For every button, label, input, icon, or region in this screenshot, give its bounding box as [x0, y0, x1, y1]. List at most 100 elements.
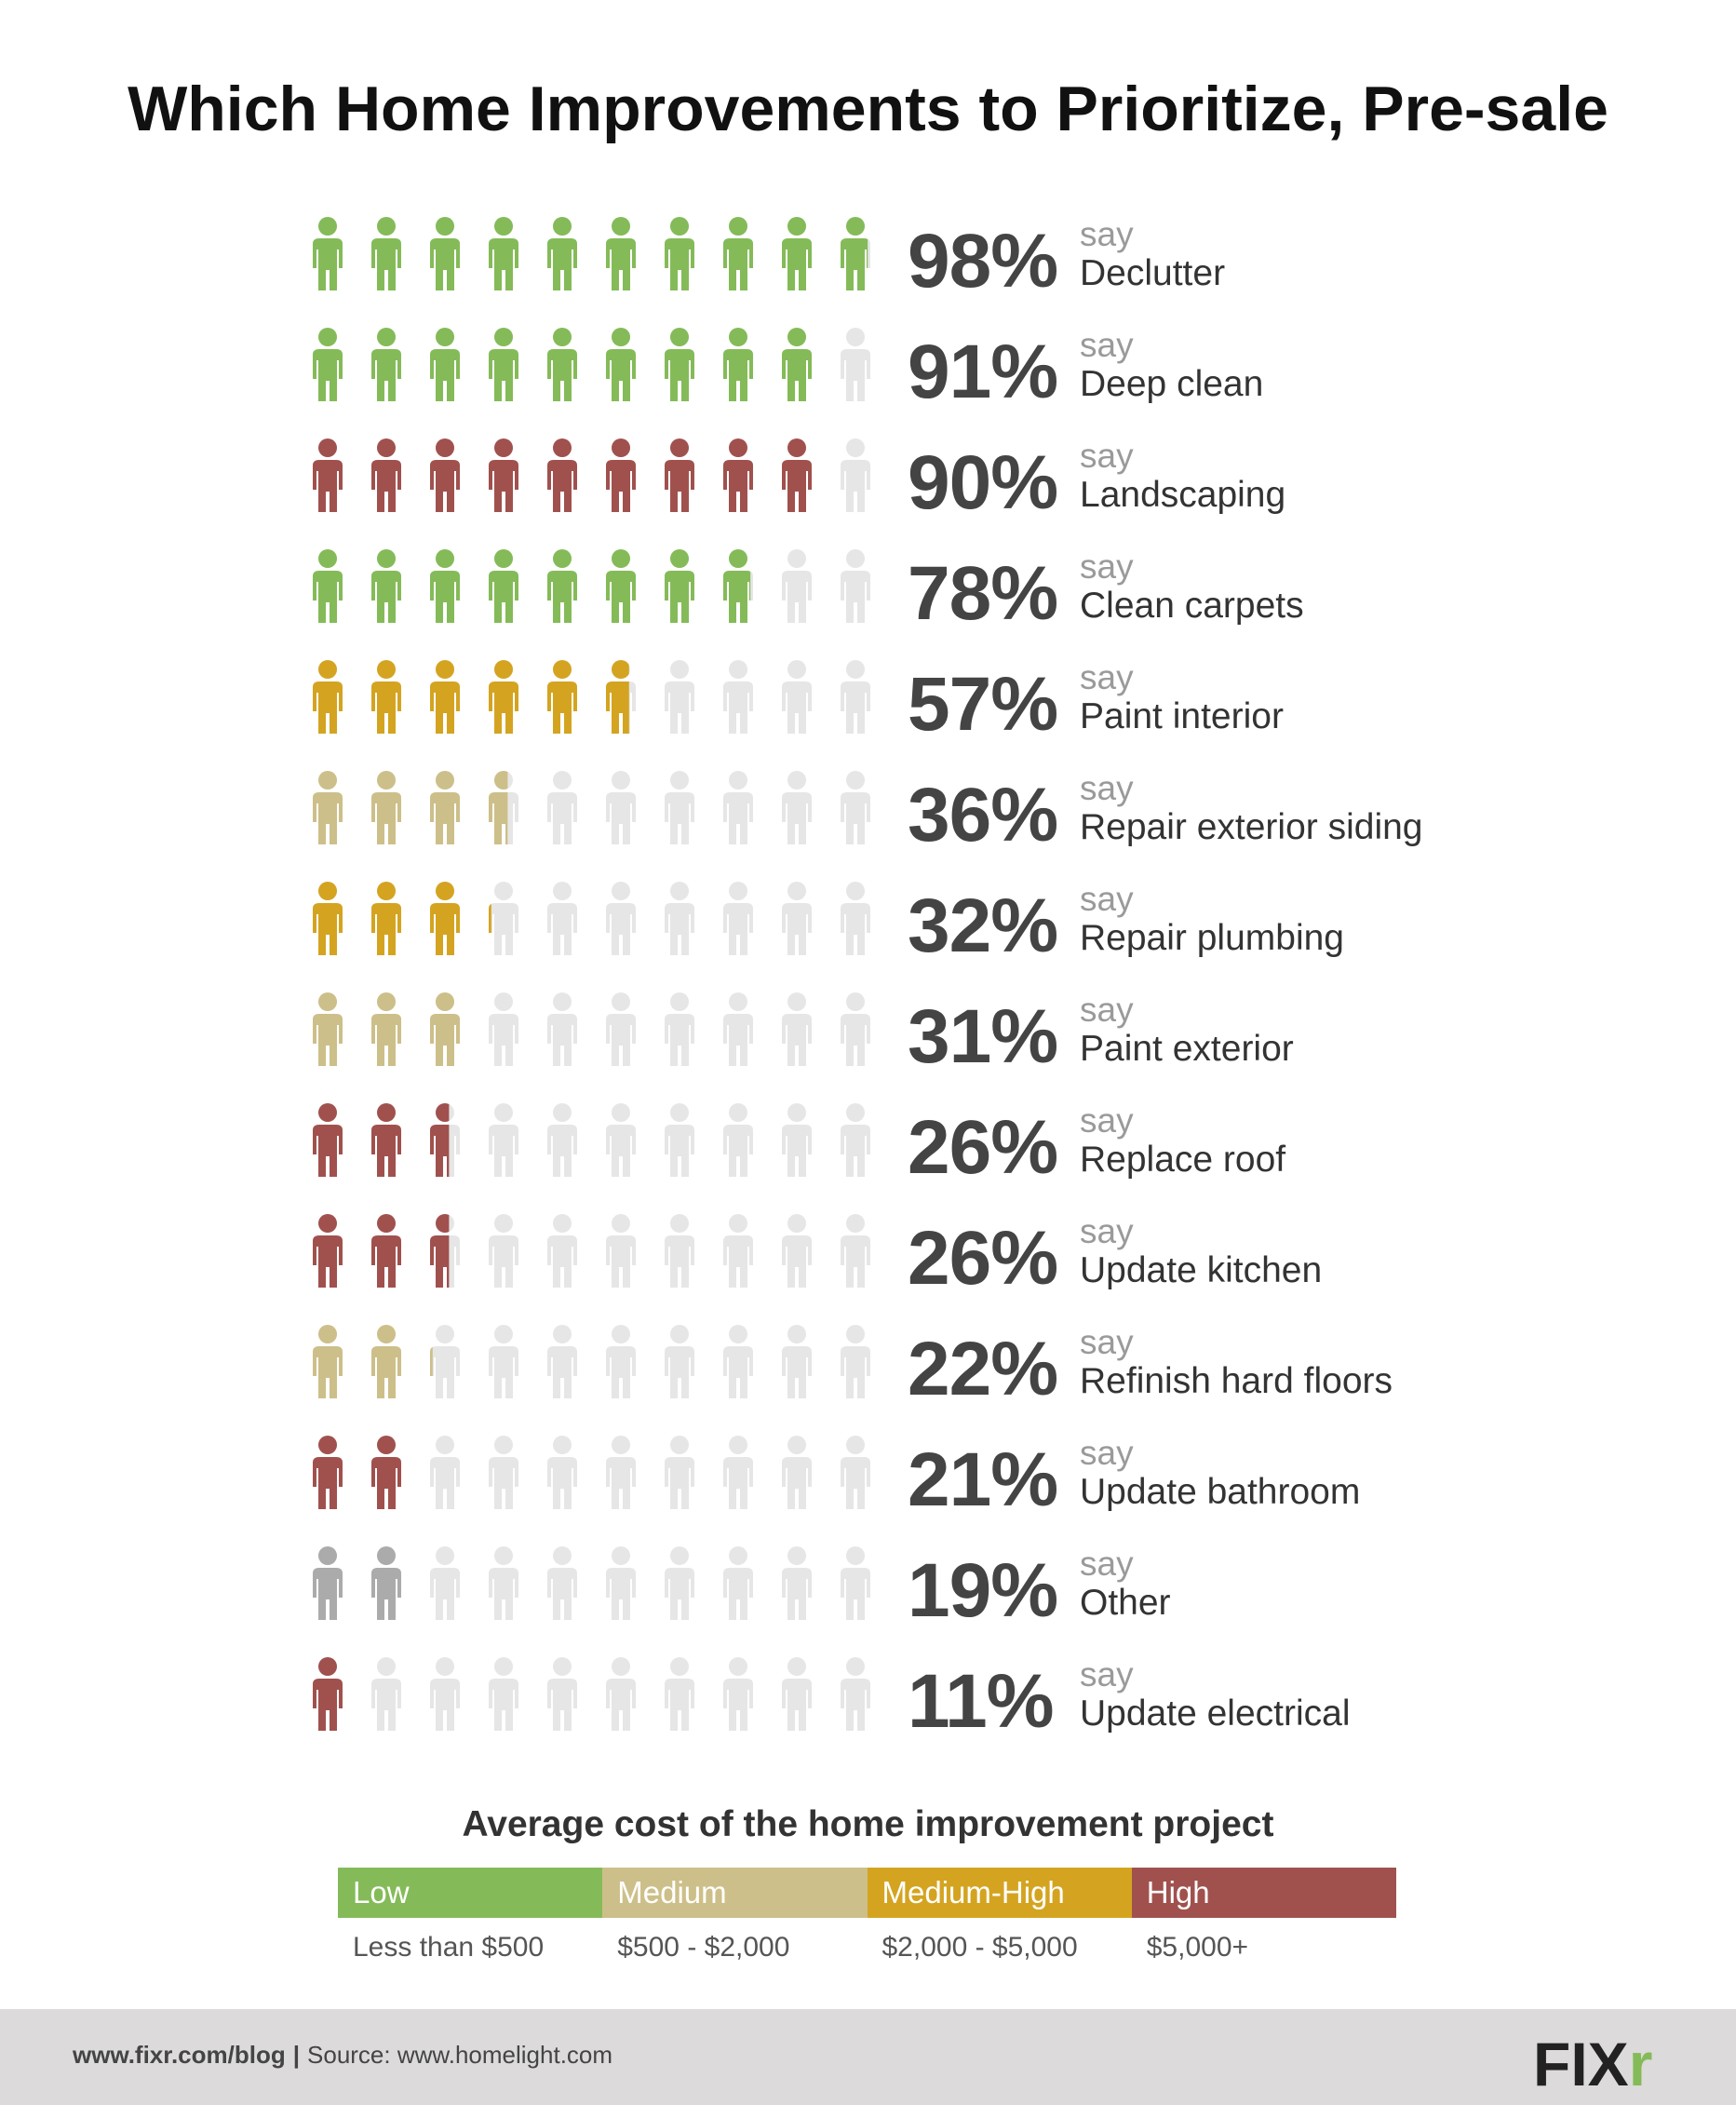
person-head-icon — [729, 549, 747, 568]
person-icons — [313, 771, 870, 844]
person-head-icon — [436, 549, 454, 568]
person-head-icon — [612, 771, 630, 789]
person-head-icon — [377, 1657, 396, 1676]
person-head-icon — [846, 771, 865, 789]
person-head-icon — [787, 439, 806, 457]
person-head-icon — [729, 328, 747, 346]
person-icon — [841, 1346, 870, 1398]
person-icon — [723, 681, 753, 734]
say-text: say — [1080, 437, 1134, 475]
person-icon — [547, 1679, 577, 1731]
person-head-icon — [729, 1657, 747, 1676]
person-icon — [371, 792, 401, 844]
pictogram-row: 36% say Repair exterior siding — [0, 770, 1736, 882]
person-icons — [313, 1214, 870, 1288]
person-head-icon — [377, 1103, 396, 1122]
person-icon — [606, 571, 636, 623]
person-icon — [430, 1125, 450, 1177]
person-head-icon — [787, 1546, 806, 1565]
person-icon — [665, 1235, 694, 1288]
empty-icon-layer — [313, 1103, 870, 1177]
person-icon — [313, 1125, 343, 1177]
footer: www.fixr.com/blog | Source: www.homelight.… — [0, 2009, 1736, 2105]
person-icon — [371, 681, 401, 734]
person-icon — [489, 349, 518, 401]
person-icon — [371, 1235, 401, 1288]
person-icon — [430, 1679, 460, 1731]
empty-icon-layer — [313, 1214, 870, 1288]
person-icon — [665, 1346, 694, 1398]
person-icon — [371, 1125, 401, 1177]
person-icon — [489, 1014, 518, 1066]
percent-value: 36% — [908, 773, 1058, 857]
person-icon — [313, 1568, 343, 1620]
empty-icon-layer — [313, 549, 870, 623]
person-icon — [313, 571, 343, 623]
filled-icon-layer — [313, 1436, 401, 1509]
person-head-icon — [787, 1103, 806, 1122]
person-icon — [313, 1679, 343, 1731]
improvement-label: Update bathroom — [1080, 1472, 1361, 1512]
person-head-icon — [670, 882, 689, 900]
person-head-icon — [318, 549, 337, 568]
person-head-icon — [377, 882, 396, 900]
person-icon — [430, 1235, 450, 1288]
person-head-icon — [846, 217, 865, 236]
legend-bar: Low Medium Medium-High High — [338, 1868, 1396, 1918]
person-head-icon — [670, 1103, 689, 1122]
person-head-icon — [729, 439, 747, 457]
person-head-icon — [787, 1657, 806, 1676]
person-icon — [606, 1014, 636, 1066]
person-icons — [313, 1546, 870, 1620]
person-head-icon — [377, 217, 396, 236]
person-head-icon — [846, 992, 865, 1011]
person-head-icon — [377, 439, 396, 457]
person-head-icon — [318, 1325, 337, 1343]
person-head-icon — [670, 549, 689, 568]
person-icons — [313, 439, 870, 512]
person-icon — [547, 238, 577, 290]
person-icon — [547, 1568, 577, 1620]
person-icon — [313, 460, 343, 512]
person-head-icon — [436, 1546, 454, 1565]
person-icon — [782, 1457, 812, 1509]
person-head-icon — [612, 992, 630, 1011]
improvement-label: Deep clean — [1080, 364, 1264, 404]
person-head-icon — [318, 992, 337, 1011]
person-icon — [723, 571, 751, 623]
person-head-icon — [729, 882, 747, 900]
person-icon — [430, 1346, 460, 1398]
person-head-icon — [670, 771, 689, 789]
person-icon — [547, 1125, 577, 1177]
person-icons — [313, 1103, 870, 1177]
person-head-icon — [318, 660, 337, 679]
person-head-icon — [318, 1214, 337, 1233]
person-head-icon — [670, 992, 689, 1011]
person-icon — [371, 571, 401, 623]
percent-value: 57% — [908, 662, 1058, 747]
person-icon — [665, 1568, 694, 1620]
person-icon — [665, 792, 694, 844]
person-icon — [606, 1125, 636, 1177]
improvement-label: Repair exterior siding — [1080, 807, 1423, 847]
person-icon — [606, 1235, 636, 1288]
person-icon — [313, 349, 343, 401]
person-head-icon — [729, 1214, 747, 1233]
person-icons — [313, 328, 870, 401]
person-icon — [665, 903, 694, 955]
person-icon — [430, 681, 460, 734]
filled-icon-layer — [313, 1325, 433, 1398]
legend-title: Average cost of the home improvement pro… — [462, 1804, 1274, 1844]
person-icon — [547, 571, 577, 623]
person-head-icon — [377, 992, 396, 1011]
footer-site-link[interactable]: www.fixr.com/blog — [73, 2041, 286, 2069]
person-head-icon — [612, 1546, 630, 1565]
person-head-icon — [729, 1546, 747, 1565]
person-head-icon — [436, 660, 454, 679]
empty-icon-layer — [313, 1546, 870, 1620]
person-head-icon — [787, 328, 806, 346]
person-head-icon — [553, 771, 572, 789]
percent-value: 31% — [908, 994, 1058, 1079]
person-icon — [313, 792, 343, 844]
person-head-icon — [612, 1436, 630, 1454]
